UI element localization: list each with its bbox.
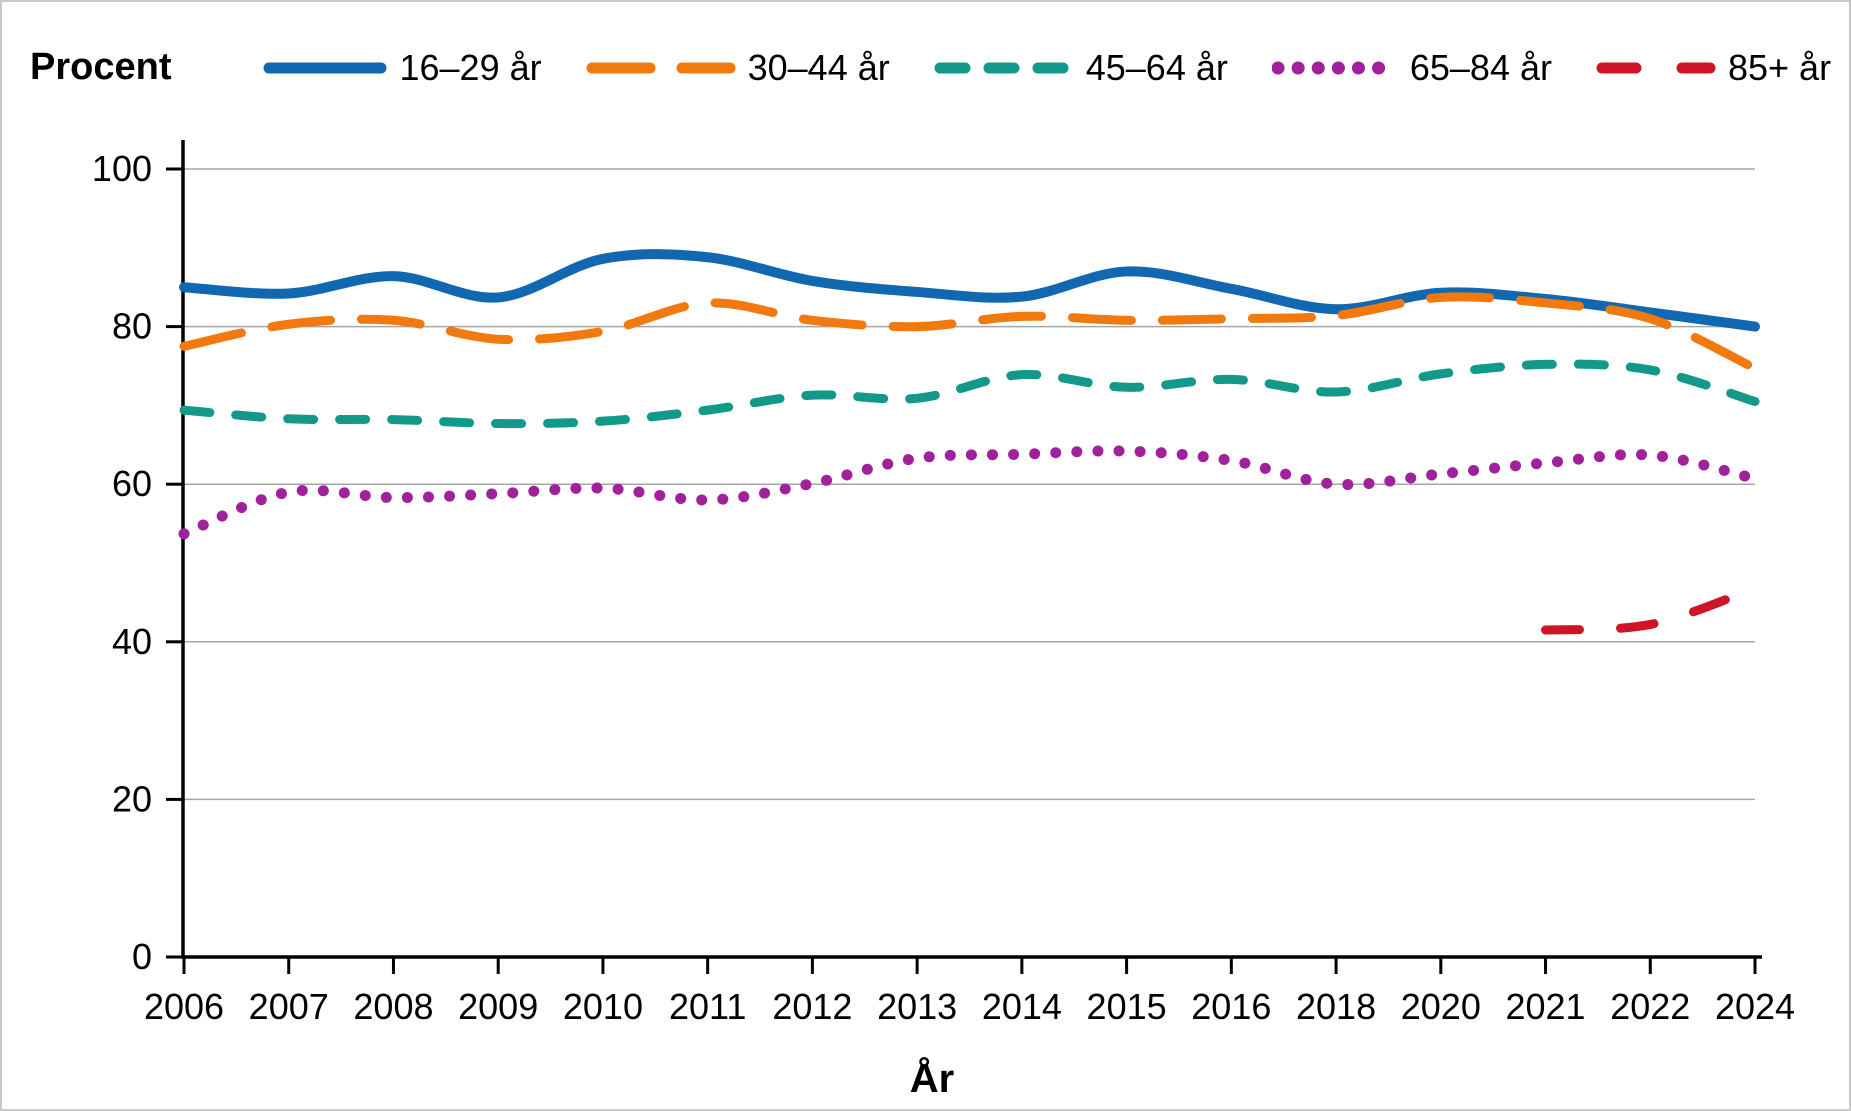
x-tick-label-2011: 2011 (669, 986, 746, 1027)
x-tick-label-2018: 2018 (1296, 986, 1376, 1027)
x-tick-label-2010: 2010 (563, 986, 643, 1027)
x-tick-label-2020: 2020 (1401, 986, 1481, 1027)
legend-label-45-64: 45–64 år (1085, 46, 1228, 88)
legend-label-30-44: 30–44 år (747, 46, 890, 88)
x-axis-title: År (910, 1056, 954, 1101)
x-tick-label-2006: 2006 (144, 986, 224, 1027)
legend: 16–29 år 30–44 år 45–64 år 65–84 år 85+ … (263, 46, 1849, 89)
series-line-30-44-r (179, 292, 1760, 373)
x-tick-label-2022: 2022 (1610, 986, 1690, 1027)
y-tick-label-20: 20 (112, 778, 152, 819)
y-tick-label-80: 80 (112, 306, 152, 347)
legend-label-65-84: 65–84 år (1409, 46, 1552, 88)
x-tick-label-2008: 2008 (353, 986, 433, 1027)
y-tick-label-0: 0 (132, 936, 152, 977)
legend-item-16-29: 16–29 år (263, 46, 542, 89)
legend-line-sample-45-64 (934, 62, 1074, 73)
legend-item-65-84: 65–84 år (1271, 46, 1552, 89)
x-tick-label-2014: 2014 (982, 986, 1062, 1027)
series-line-16-29-r (179, 249, 1760, 332)
series-line-65-84-r (178, 445, 1761, 540)
legend-label-85plus: 85+ år (1727, 46, 1832, 88)
x-tick-label-2024: 2024 (1715, 986, 1795, 1027)
legend-item-45-64: 45–64 år (934, 47, 1228, 89)
chart-header: Procent 16–29 år 30–44 år 45–64 år 65–84… (30, 46, 1831, 89)
y-tick-label-60: 60 (112, 463, 152, 504)
y-tick-label-100: 100 (92, 148, 152, 189)
legend-label-16-29: 16–29 år (399, 46, 542, 88)
legend-line-sample-85plus (1596, 62, 1716, 73)
y-axis-title: Procent (30, 46, 172, 88)
legend-item-85plus: 85+ år (1596, 47, 1831, 89)
x-tick-label-2007: 2007 (249, 986, 329, 1027)
x-tick-label-2013: 2013 (877, 986, 957, 1027)
x-tick-label-2009: 2009 (458, 986, 538, 1027)
series-line-45-64-r (179, 359, 1760, 429)
x-tick-label-2016: 2016 (1191, 986, 1271, 1027)
series-line-85-r (1541, 583, 1760, 635)
y-tick-label-40: 40 (112, 621, 152, 662)
x-tick-label-2012: 2012 (772, 986, 852, 1027)
legend-line-sample-16-29 (263, 62, 387, 73)
legend-line-sample-30-44 (586, 62, 736, 73)
legend-item-30-44: 30–44 år (586, 47, 890, 89)
legend-line-sample-65-84 (1271, 61, 1398, 74)
x-tick-label-2015: 2015 (1087, 986, 1167, 1027)
x-tick-label-2021: 2021 (1505, 986, 1585, 1027)
